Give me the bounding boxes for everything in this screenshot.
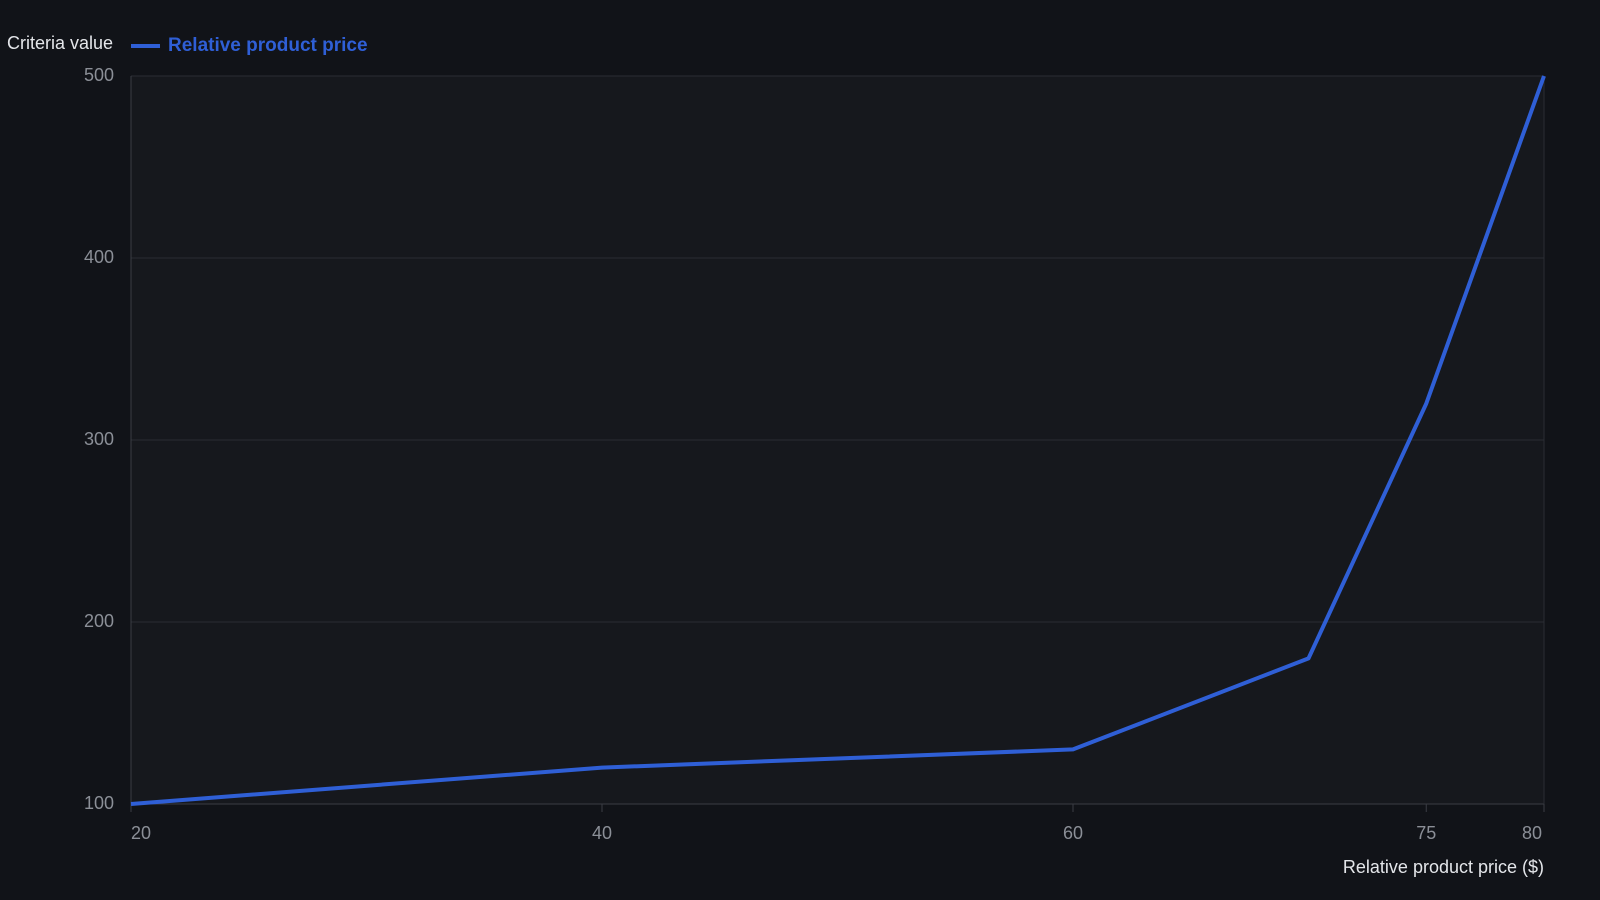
y-tick-label: 400	[84, 247, 114, 267]
series-line	[130, 75, 1546, 806]
y-tick-label: 500	[84, 65, 114, 85]
x-axis-label: Relative product price ($)	[1343, 857, 1544, 877]
x-tick-label: 20	[131, 823, 151, 843]
y-tick-label: 200	[84, 611, 114, 631]
x-tick-label: 60	[1063, 823, 1083, 843]
legend-label: Relative product price	[168, 35, 368, 56]
x-tick-label: 75	[1416, 823, 1436, 843]
x-tick-label: 80	[1522, 823, 1542, 843]
y-axis-label: Criteria value	[7, 33, 113, 53]
y-tick-label: 100	[84, 793, 114, 813]
y-tick-label: 300	[84, 429, 114, 449]
x-tick-label: 40	[592, 823, 612, 843]
